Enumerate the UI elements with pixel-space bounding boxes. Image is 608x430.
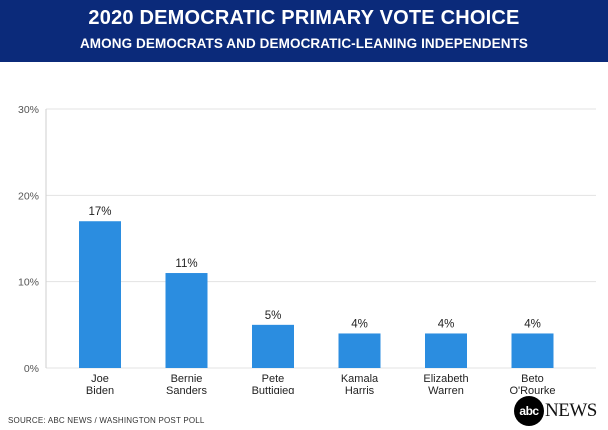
- bar-3: [338, 333, 381, 368]
- y-tick-label: 0%: [24, 363, 39, 375]
- x-tick-label: Bernie: [171, 373, 203, 385]
- x-tick-label: Sanders: [166, 385, 207, 394]
- x-tick-label: Warren: [428, 385, 464, 394]
- source-note: SOURCE: ABC NEWS / WASHINGTON POST POLL: [8, 416, 205, 425]
- x-tick-label: Biden: [86, 385, 114, 394]
- x-tick-label: Joe: [91, 373, 109, 385]
- data-label: 5%: [265, 310, 282, 322]
- y-tick-label: 30%: [18, 104, 39, 116]
- abc-news-logo: abc NEWS: [514, 396, 597, 426]
- data-label: 4%: [524, 318, 541, 330]
- x-tick-label: O'Rourke: [509, 385, 555, 394]
- bar-2: [252, 324, 294, 368]
- x-tick-label: Kamala: [341, 373, 379, 385]
- bar-1: [165, 273, 208, 368]
- x-tick-label: Beto: [521, 373, 544, 385]
- data-label: 11%: [175, 258, 197, 270]
- news-wordmark: NEWS: [545, 400, 597, 421]
- chart-header: 2020 DEMOCRATIC PRIMARY VOTE CHOICE AMON…: [0, 0, 608, 62]
- x-tick-label: Buttigieg: [252, 385, 295, 394]
- data-label: 4%: [351, 318, 368, 330]
- bar-0: [79, 221, 121, 368]
- data-label: 17%: [88, 206, 111, 218]
- x-tick-label: Pete: [262, 373, 285, 385]
- x-tick-label: Harris: [345, 385, 375, 394]
- bar-4: [425, 333, 467, 368]
- y-tick-label: 20%: [18, 190, 39, 202]
- chart-subtitle: AMONG DEMOCRATS AND DEMOCRATIC-LEANING I…: [79, 36, 529, 51]
- y-tick-label: 10%: [18, 277, 39, 289]
- data-label: 4%: [438, 318, 455, 330]
- chart-title: 2020 DEMOCRATIC PRIMARY VOTE CHOICE: [88, 7, 520, 29]
- abc-logo-disc: abc: [514, 396, 544, 426]
- x-tick-label: Elizabeth: [423, 373, 468, 385]
- bar-5: [511, 333, 554, 368]
